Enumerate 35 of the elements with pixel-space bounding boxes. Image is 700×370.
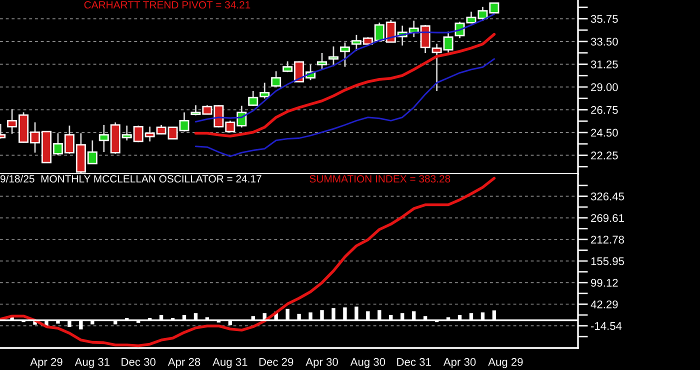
x-tick-label: Aug 30: [350, 358, 386, 368]
x-tick-label: Aug 31: [74, 358, 110, 368]
y-tick-label: 26.75: [591, 106, 618, 114]
candlestick: [328, 46, 338, 67]
line-series: [194, 58, 495, 158]
x-tick-label: Apr 30: [443, 358, 476, 368]
candlestick: [271, 70, 282, 88]
x-tick-label: Dec 29: [259, 358, 294, 366]
y-tick-label: 22.25: [591, 152, 618, 160]
y-tick-label: 326.45: [590, 192, 624, 200]
y-tick-label: 155.95: [591, 257, 624, 266]
y-tick-label: -14.54: [590, 322, 622, 330]
annotation: CARHARTT TREND PIVOT = 34.21: [84, 1, 250, 9]
x-tick-label: Dec 30: [122, 358, 156, 366]
y-tick-label: 99.12: [591, 278, 618, 287]
annotation: 9/18/25 MONTHLY MCCLELLAN OSCILLATOR = 24.17: [0, 174, 262, 183]
y-tick-label: 29.00: [591, 83, 618, 92]
line-series: [194, 32, 496, 138]
y-tick-label: 212.78: [591, 236, 624, 244]
y-tick-label: 42.29: [590, 300, 618, 308]
x-tick-label: Apr 30: [306, 358, 338, 368]
y-tick-label: 35.75: [590, 14, 618, 23]
y-tick-label: 33.50: [590, 38, 618, 46]
x-tick-label: Aug 31: [212, 358, 248, 368]
candlestick: [340, 42, 350, 68]
x-tick-label: Dec 31: [397, 358, 431, 366]
x-tick-label: Aug 29: [488, 358, 523, 368]
y-tick-label: 269.61: [591, 214, 624, 222]
x-tick-label: Apr 28: [168, 358, 200, 368]
x-tick-label: Apr 29: [30, 358, 62, 368]
line-series: [0, 176, 496, 348]
annotation: SUMMATION INDEX = 383.28: [310, 175, 450, 183]
y-tick-label: 31.25: [590, 60, 618, 68]
y-tick-label: 24.50: [591, 128, 618, 137]
candlestick: [317, 52, 328, 70]
